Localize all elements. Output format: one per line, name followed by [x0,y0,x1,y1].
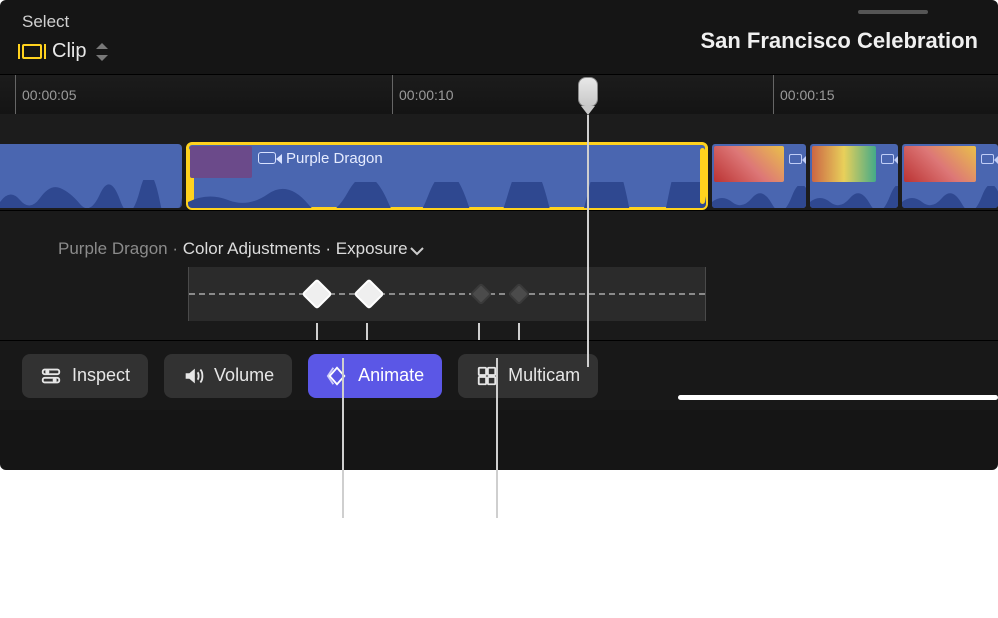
volume-button[interactable]: Volume [164,354,292,398]
keyframe-inactive[interactable] [508,283,531,306]
clip-following[interactable] [712,144,806,208]
ruler-tick: 00:00:15 [773,75,835,114]
keyframe-track[interactable] [188,267,706,321]
clip-selector[interactable]: Clip [22,40,108,63]
chevron-down-icon [410,246,424,256]
updown-chevron-icon [96,43,108,61]
keyframe-inactive[interactable] [470,283,493,306]
clip-selector-label: Clip [52,40,86,63]
project-title: San Francisco Celebration [700,28,978,54]
camera-icon [981,154,994,164]
callout-stem [342,358,344,518]
keyframe-baseline [189,293,705,295]
callout-stem [496,358,498,518]
camera-icon [258,152,276,164]
camera-icon [881,154,894,164]
inspect-icon [40,365,62,387]
clip-icon [22,44,42,59]
button-label: Volume [214,365,274,386]
clip-following[interactable] [902,144,998,208]
clip-thumbnail [190,146,252,178]
animate-button[interactable]: Animate [308,354,442,398]
breadcrumb-section[interactable]: Color Adjustments [183,239,321,258]
audio-waveform [188,182,706,208]
button-label: Multicam [508,365,580,386]
panel-grab-handle[interactable] [858,10,928,14]
grid-icon [476,365,498,387]
keyframe-editor: Purple Dragon · Color Adjustments · Expo… [0,210,998,340]
keyframe-active[interactable] [301,278,332,309]
clip-thumbnail [904,146,976,182]
camera-icon [789,154,802,164]
clip-selected[interactable]: Purple Dragon [188,144,706,208]
time-ruler[interactable]: 00:00:05 00:00:10 00:00:15 [0,74,998,114]
zoom-slider[interactable] [678,395,998,400]
audio-waveform [712,186,806,208]
clip-preceding[interactable] [0,144,182,208]
timeline-panel: Select Clip San Francisco Celebration 00… [0,0,998,470]
ruler-tick: 00:00:10 [392,75,454,114]
clip-label: Purple Dragon [286,150,383,167]
clip-following[interactable] [810,144,898,208]
speaker-icon [182,365,204,387]
audio-waveform [0,180,182,208]
button-label: Inspect [72,365,130,386]
tool-switcher: Inspect Volume Animate Multicam [0,340,998,410]
audio-waveform [810,186,898,208]
param-breadcrumb[interactable]: Purple Dragon · Color Adjustments · Expo… [58,239,424,259]
keyframe-active[interactable] [353,278,384,309]
tool-mode-label: Select [22,12,69,32]
clips-track[interactable]: Purple Dragon [0,114,998,210]
audio-waveform [902,186,998,208]
clip-thumbnail [812,146,876,182]
ruler-tick: 00:00:05 [15,75,77,114]
inspect-button[interactable]: Inspect [22,354,148,398]
multicam-button[interactable]: Multicam [458,354,598,398]
button-label: Animate [358,365,424,386]
breadcrumb-property[interactable]: Exposure [336,239,408,258]
keyframes-icon [326,365,348,387]
top-bar: Select Clip San Francisco Celebration [0,0,998,74]
breadcrumb-clip: Purple Dragon [58,239,168,258]
clip-thumbnail [714,146,784,182]
